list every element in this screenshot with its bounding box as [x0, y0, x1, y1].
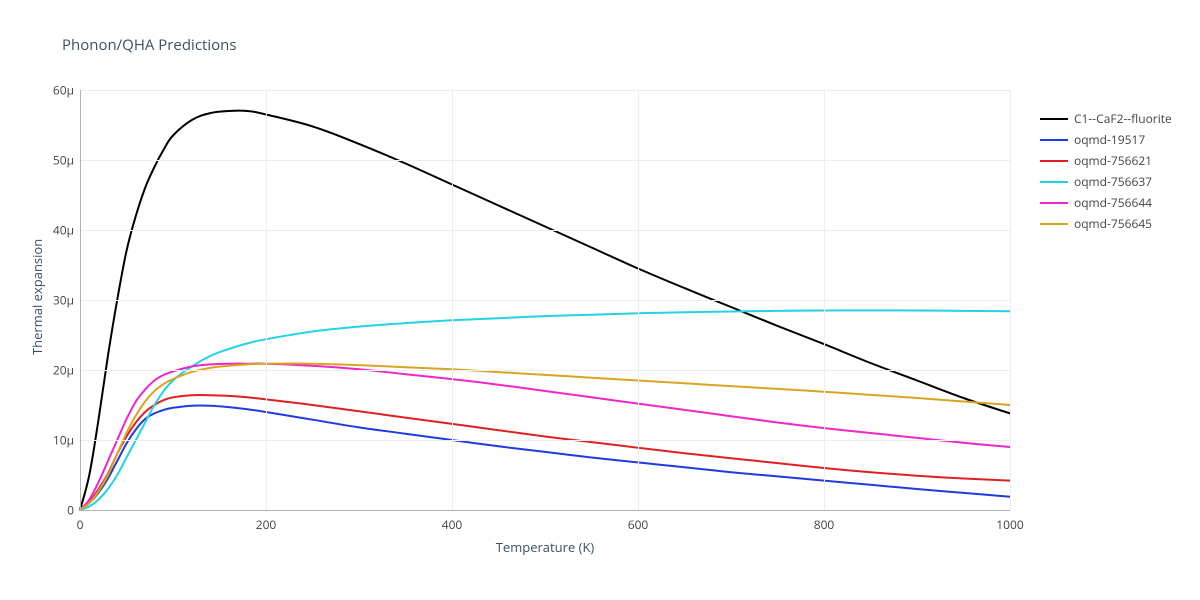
y-tick-label: 20μ — [53, 362, 74, 379]
y-gridline — [80, 160, 1010, 161]
legend-label: oqmd-756645 — [1074, 215, 1152, 232]
y-tick-label: 50μ — [53, 152, 74, 169]
y-gridline — [80, 90, 1010, 91]
legend-swatch — [1040, 118, 1068, 120]
legend-item[interactable]: oqmd-756621 — [1040, 150, 1172, 171]
y-gridline — [80, 370, 1010, 371]
legend-item[interactable]: oqmd-19517 — [1040, 129, 1172, 150]
series-line — [80, 405, 1010, 510]
legend-swatch — [1040, 223, 1068, 225]
series-line — [80, 310, 1010, 510]
legend-item[interactable]: oqmd-756637 — [1040, 171, 1172, 192]
legend-item[interactable]: oqmd-756645 — [1040, 213, 1172, 234]
y-gridline — [80, 440, 1010, 441]
legend-item[interactable]: C1--CaF2--fluorite — [1040, 108, 1172, 129]
legend-swatch — [1040, 181, 1068, 183]
x-tick-label: 200 — [256, 516, 277, 533]
x-tick-label: 1000 — [996, 516, 1023, 533]
legend-label: oqmd-756637 — [1074, 173, 1152, 190]
x-axis-line — [80, 510, 1010, 511]
x-tick-label: 800 — [814, 516, 835, 533]
legend: C1--CaF2--fluorite oqmd-19517 oqmd-756621 o… — [1040, 108, 1172, 234]
chart-title: Phonon/QHA Predictions — [62, 35, 237, 55]
legend-swatch — [1040, 202, 1068, 204]
legend-swatch — [1040, 139, 1068, 141]
legend-label: oqmd-756621 — [1074, 152, 1152, 169]
y-gridline — [80, 300, 1010, 301]
legend-label: oqmd-19517 — [1074, 131, 1145, 148]
legend-swatch — [1040, 160, 1068, 162]
legend-label: C1--CaF2--fluorite — [1074, 110, 1172, 127]
y-gridline — [80, 230, 1010, 231]
legend-label: oqmd-756644 — [1074, 194, 1152, 211]
plot-area — [80, 90, 1010, 510]
x-tick-label: 600 — [628, 516, 649, 533]
y-tick-label: 40μ — [53, 222, 74, 239]
y-axis-title: Thermal expansion — [28, 239, 46, 355]
x-tick-label: 400 — [442, 516, 463, 533]
x-gridline — [1010, 90, 1011, 510]
y-axis-line — [80, 90, 81, 510]
y-tick-label: 60μ — [53, 82, 74, 99]
y-tick-label: 0 — [67, 502, 74, 519]
legend-item[interactable]: oqmd-756644 — [1040, 192, 1172, 213]
chart-container: Phonon/QHA Predictions Temperature (K) T… — [0, 0, 1200, 600]
x-axis-title: Temperature (K) — [496, 538, 595, 556]
y-tick-label: 30μ — [53, 292, 74, 309]
y-tick-label: 10μ — [53, 432, 74, 449]
x-tick-label: 0 — [77, 516, 84, 533]
